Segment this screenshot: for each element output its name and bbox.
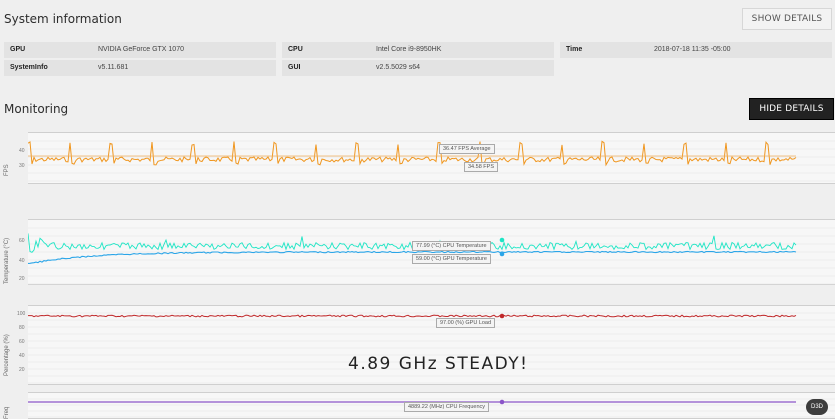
d3d-badge: D3D xyxy=(806,399,828,415)
monitoring-title: Monitoring xyxy=(4,102,69,116)
gpu-load-chart xyxy=(28,305,835,385)
info-gpu-label: GPU xyxy=(4,42,90,58)
temp-tick-20: 20 xyxy=(19,276,25,282)
load-tick-20: 20 xyxy=(19,367,25,373)
temp-tick-40: 40 xyxy=(19,258,25,264)
cpu-frequency-tag: 4889.22 (MHz) CPU Frequency xyxy=(404,402,490,412)
info-cpu: CPU Intel Core i9-8950HK xyxy=(282,42,554,58)
info-gpu-value: NVIDIA GeForce GTX 1070 xyxy=(90,42,276,58)
fps-average-tag: 36.47 FPS Average xyxy=(439,144,495,154)
system-information-title: System information xyxy=(4,12,122,26)
info-gpu: GPU NVIDIA GeForce GTX 1070 xyxy=(4,42,276,58)
cpu-temperature-tag: 77.99 (°C) CPU Temperature xyxy=(412,241,491,251)
show-details-button[interactable]: SHOW DETAILS xyxy=(742,8,832,30)
fps-axis-label: FPS xyxy=(4,164,10,176)
info-systeminfo-label: SystemInfo xyxy=(4,60,90,76)
load-tick-40: 40 xyxy=(19,353,25,359)
info-time: Time 2018-07-18 11:35 -05:00 xyxy=(560,42,832,58)
info-systeminfo: SystemInfo v5.11.681 xyxy=(4,60,276,76)
fps-series-line xyxy=(28,140,797,167)
gpu-load-chart-svg xyxy=(28,312,835,384)
temperature-chart-svg xyxy=(28,227,835,285)
hide-details-button[interactable]: HIDE DETAILS xyxy=(749,98,834,120)
gpu-load-tag: 97.00 (%) GPU Load xyxy=(436,318,496,328)
fps-chart-svg xyxy=(28,140,835,182)
info-gui-label: GUI xyxy=(282,60,368,76)
load-tick-100: 100 xyxy=(17,311,26,317)
fps-tick-40: 40 xyxy=(19,148,25,154)
cpu-temperature-marker xyxy=(499,237,505,243)
info-time-value: 2018-07-18 11:35 -05:00 xyxy=(646,42,832,58)
fps-chart xyxy=(28,132,835,184)
temperature-axis-label: Temperature (°C) xyxy=(4,237,10,284)
info-gui: GUI v2.5.5029 s64 xyxy=(282,60,554,76)
gpu-temperature-marker xyxy=(499,251,505,257)
info-gui-value: v2.5.5029 s64 xyxy=(368,60,554,76)
fps-value-tag: 34.58 FPS xyxy=(464,162,498,172)
fps-tick-30: 30 xyxy=(19,163,25,169)
info-time-label: Time xyxy=(560,42,646,58)
gpu-load-marker xyxy=(499,313,505,319)
info-cpu-value: Intel Core i9-8950HK xyxy=(368,42,554,58)
gpu-load-line xyxy=(28,314,797,318)
gpu-temperature-line xyxy=(28,250,797,264)
load-tick-80: 80 xyxy=(19,325,25,331)
overlay-caption: 4.89 GHz STEADY! xyxy=(348,354,529,374)
gpu-temperature-tag: 59.00 (°C) GPU Temperature xyxy=(412,254,491,264)
info-systeminfo-value: v5.11.681 xyxy=(90,60,276,76)
load-tick-60: 60 xyxy=(19,339,25,345)
percentage-axis-label: Percentage (%) xyxy=(4,334,10,376)
info-cpu-label: CPU xyxy=(282,42,368,58)
frequency-axis-label: Freq xyxy=(4,406,10,419)
temp-tick-60: 60 xyxy=(19,238,25,244)
temperature-chart xyxy=(28,219,835,285)
cpu-frequency-marker xyxy=(499,399,505,405)
